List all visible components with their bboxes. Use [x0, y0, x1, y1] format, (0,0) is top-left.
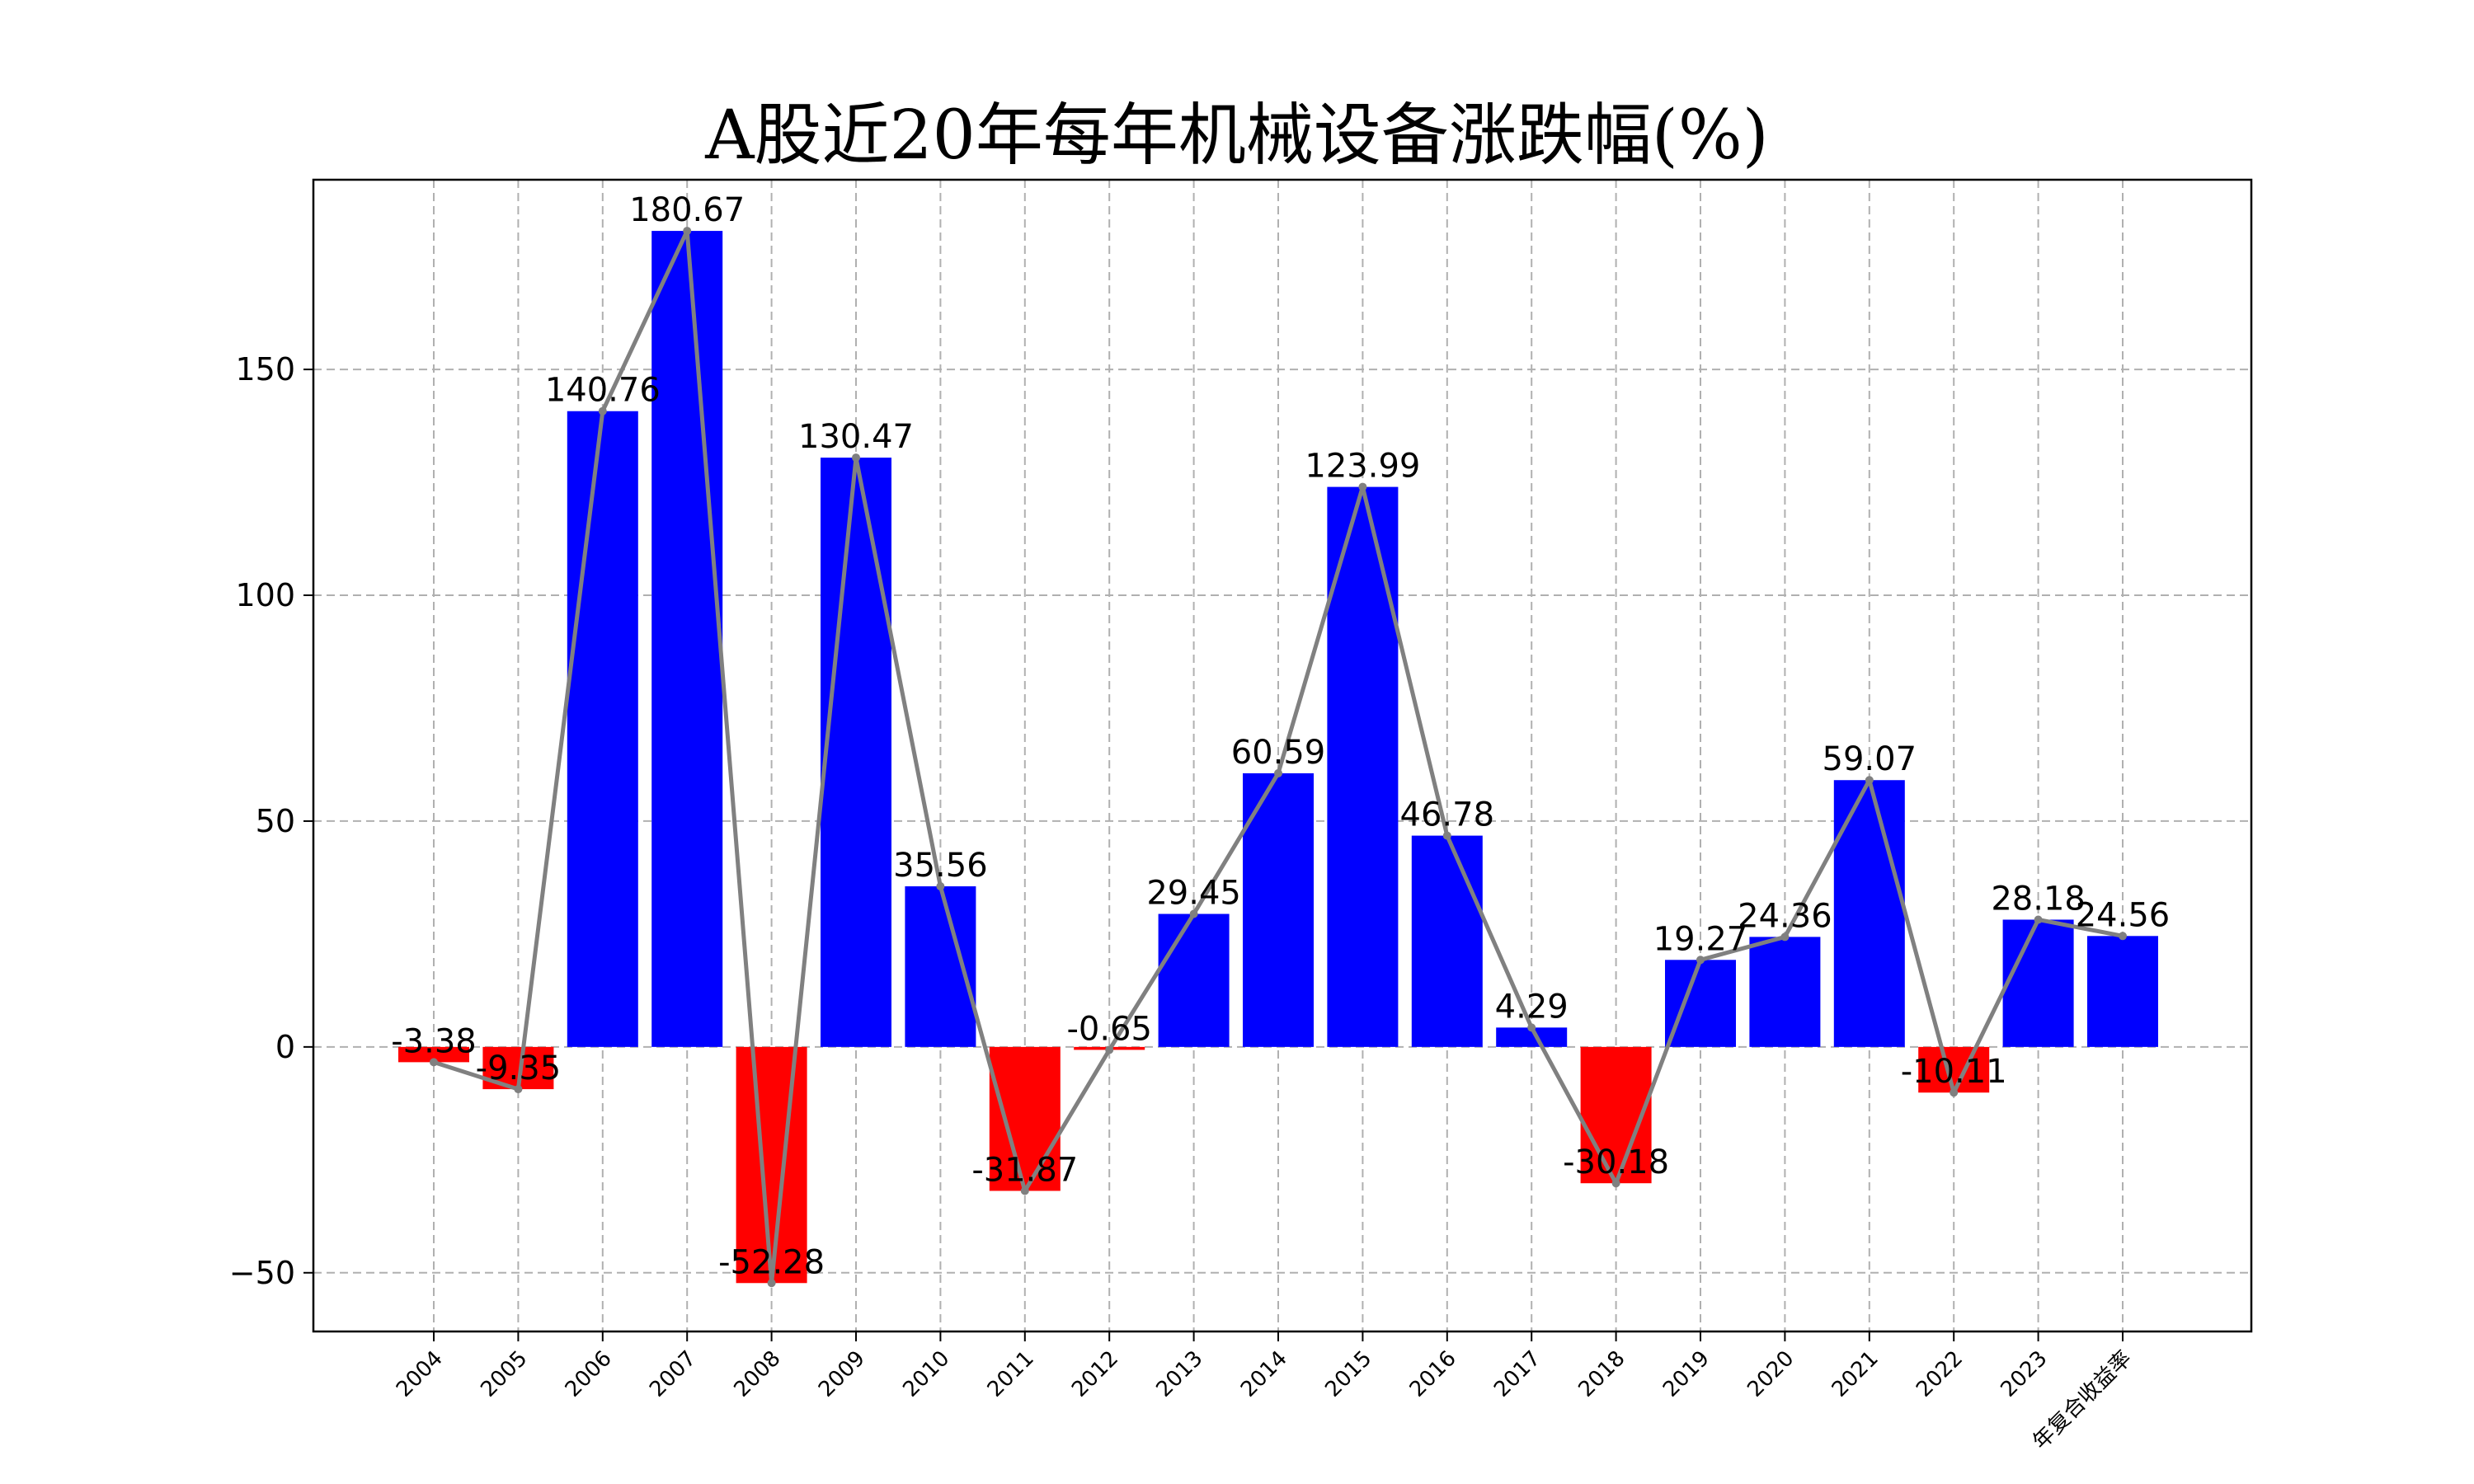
- x-tick-label: 2018: [1574, 1346, 1630, 1402]
- data-label: -52.28: [718, 1243, 825, 1281]
- trend-point: [1611, 1179, 1620, 1188]
- data-label: 29.45: [1146, 875, 1241, 913]
- x-tick-label: 2008: [730, 1346, 786, 1402]
- trend-point: [430, 1058, 438, 1067]
- trend-point: [1527, 1023, 1536, 1032]
- trend-point: [514, 1085, 523, 1094]
- trend-point: [1358, 482, 1367, 491]
- y-tick-label: 100: [235, 577, 295, 613]
- trend-point: [598, 406, 607, 416]
- trend-point: [2034, 915, 2043, 924]
- x-tick-label: 2016: [1405, 1346, 1461, 1402]
- x-tick-label: 2023: [1997, 1346, 2053, 1402]
- bar: [1749, 937, 1821, 1047]
- bar: [2002, 919, 2074, 1047]
- trend-point: [1189, 909, 1198, 918]
- trend-point: [2119, 932, 2127, 941]
- data-label: -31.87: [971, 1151, 1078, 1189]
- trend-point: [1105, 1045, 1114, 1054]
- bar: [1496, 1027, 1568, 1047]
- x-tick-label: 2007: [645, 1346, 701, 1402]
- trend-point: [1780, 932, 1790, 942]
- x-tick-label: 2020: [1743, 1346, 1799, 1402]
- x-tick-label: 2004: [392, 1346, 448, 1402]
- bar: [651, 231, 723, 1047]
- data-label: -30.18: [1563, 1144, 1669, 1181]
- trend-point: [767, 1279, 776, 1288]
- trend-point: [1696, 956, 1705, 965]
- x-tick-label: 2005: [476, 1346, 532, 1402]
- trend-point: [1020, 1186, 1029, 1195]
- data-label: 59.07: [1823, 740, 1917, 778]
- data-label: 60.59: [1231, 734, 1326, 772]
- bar: [398, 1046, 469, 1063]
- x-tick-label: 2009: [814, 1346, 870, 1402]
- x-tick-label: 2019: [1658, 1346, 1714, 1402]
- data-label: 46.78: [1400, 796, 1495, 834]
- data-labels: -3.38-9.35 140.76 180.67 -52.28 130.47 35.56 -…: [391, 191, 2170, 1281]
- bar: [2087, 936, 2158, 1047]
- y-tick-label: 50: [256, 803, 295, 839]
- bar: [989, 1046, 1061, 1191]
- y-tick-label: −50: [229, 1255, 295, 1291]
- chart-title: A股近20年每年机械设备涨跌幅(%): [704, 96, 1768, 175]
- data-label: 140.76: [545, 372, 661, 410]
- trend-point: [1274, 768, 1282, 777]
- x-tick-label: 2012: [1067, 1346, 1123, 1402]
- x-tick-label: 2022: [1912, 1346, 1968, 1402]
- trend-point: [936, 882, 945, 891]
- data-label: 123.99: [1305, 448, 1420, 486]
- trend-point: [1865, 776, 1874, 785]
- x-tick-label: 2014: [1236, 1346, 1292, 1402]
- data-label: 130.47: [798, 418, 914, 456]
- data-label: -10.11: [1901, 1053, 2007, 1091]
- bar: [821, 458, 891, 1047]
- data-label: 4.29: [1495, 988, 1569, 1026]
- bar: [1665, 960, 1736, 1047]
- data-label: 35.56: [893, 847, 988, 885]
- data-label: 19.27: [1653, 920, 1748, 958]
- trend-point: [852, 453, 860, 463]
- y-tick-label: 0: [275, 1029, 295, 1065]
- data-label: 24.56: [2076, 896, 2171, 934]
- trend-point: [683, 227, 692, 236]
- trend-point: [1442, 831, 1451, 840]
- trend-line: [430, 227, 2127, 1288]
- bar: [905, 886, 976, 1047]
- data-label: -9.35: [476, 1050, 562, 1087]
- axes: −50 0 50 100 150 2004 2005 2006 2007 2008 2009 2010…: [229, 178, 2253, 1454]
- bar: [567, 411, 638, 1047]
- bar: [1411, 835, 1483, 1047]
- data-label: 180.67: [629, 191, 745, 229]
- x-tick-label: 2006: [561, 1346, 617, 1402]
- x-tick-label: 2011: [983, 1346, 1039, 1402]
- x-tick-label: 2013: [1152, 1346, 1208, 1402]
- y-tick-label: 150: [235, 351, 295, 387]
- data-label: 24.36: [1738, 897, 1832, 935]
- x-tick-label: 2010: [898, 1346, 954, 1402]
- x-tick-label: 2021: [1827, 1346, 1884, 1402]
- x-tick-label: 2015: [1320, 1346, 1376, 1402]
- trend-point: [1950, 1088, 1959, 1097]
- bar: [1833, 780, 1905, 1047]
- data-label: -0.65: [1066, 1010, 1152, 1048]
- plot-frame: [312, 178, 2253, 1333]
- bar: [1243, 773, 1314, 1047]
- x-tick-label: 2017: [1489, 1346, 1545, 1402]
- bar: [1158, 913, 1230, 1047]
- data-label: -3.38: [391, 1022, 477, 1060]
- bar: [736, 1046, 807, 1284]
- bars: [398, 231, 2158, 1284]
- data-label: 28.18: [1991, 880, 2086, 918]
